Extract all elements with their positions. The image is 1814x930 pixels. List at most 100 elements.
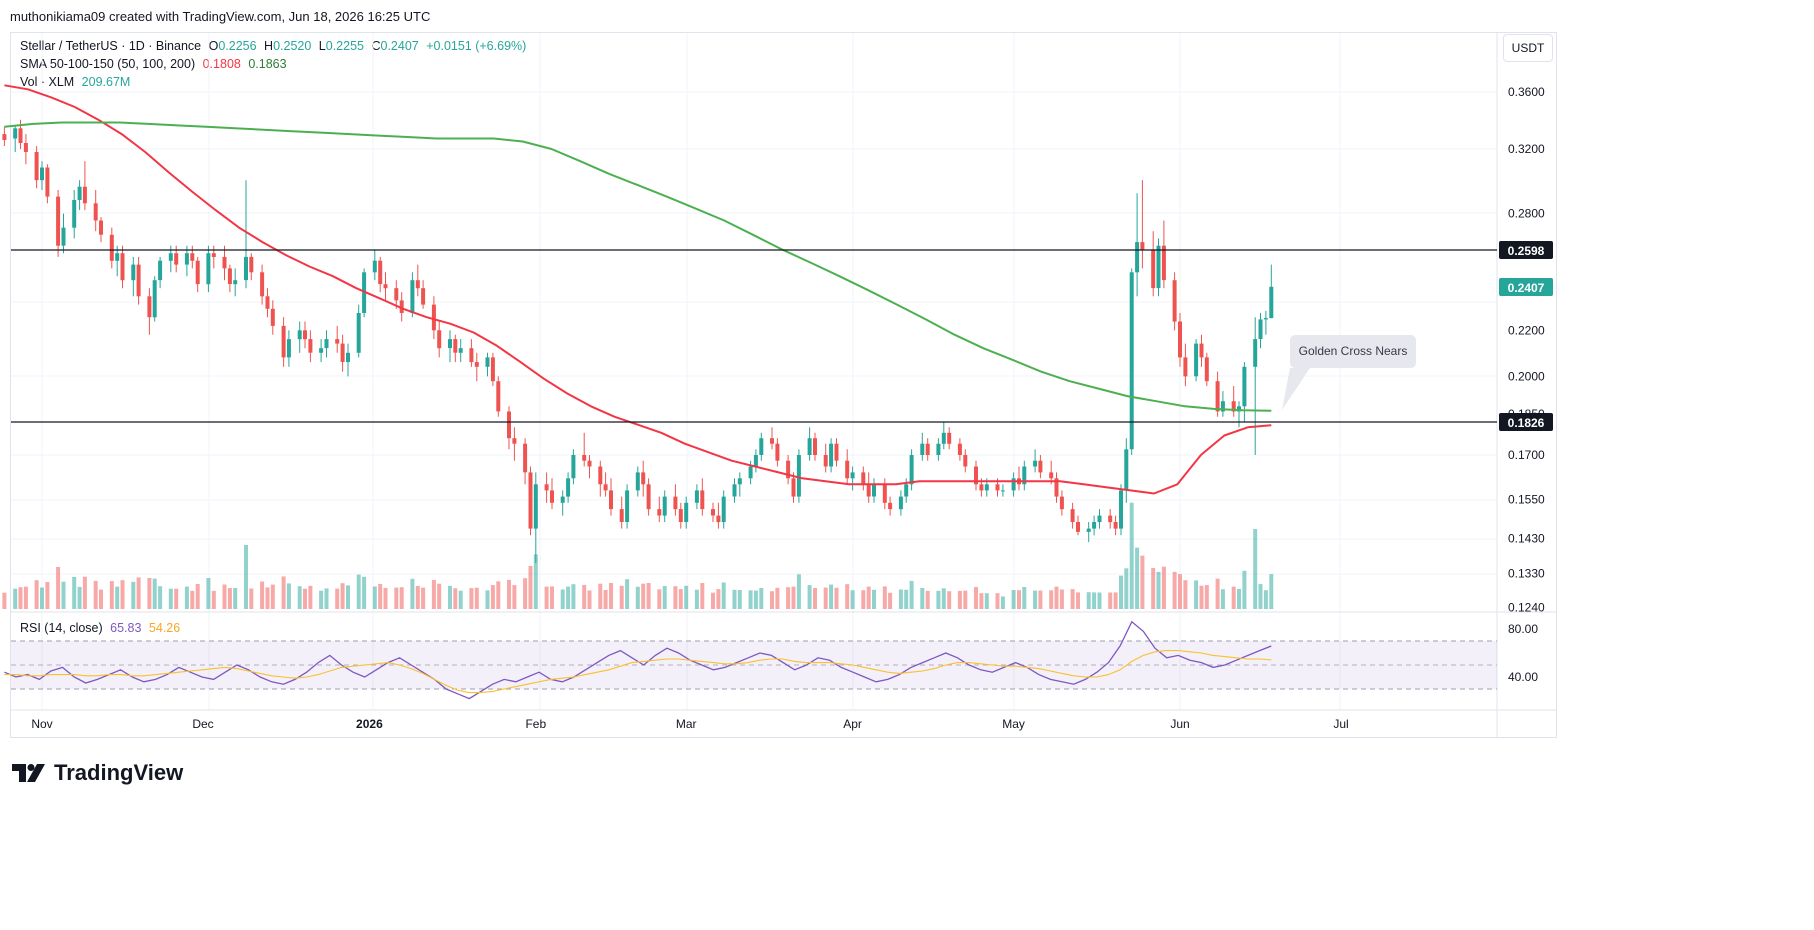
tradingview-logo[interactable]: TradingView (12, 760, 183, 786)
candle-body (1269, 286, 1274, 319)
volume-bar (211, 590, 216, 609)
volume-bar (635, 586, 640, 609)
volume-bar (1220, 589, 1225, 609)
candle-body (957, 443, 962, 455)
price-chart[interactable]: Golden Cross Nears 0.3600 0.3200 0.2800 0.2… (0, 0, 1568, 740)
volume-bar (99, 589, 103, 609)
volume-bar (227, 588, 232, 609)
golden-cross-callout[interactable]: Golden Cross Nears (1282, 335, 1416, 410)
candle-body (582, 455, 587, 461)
volume-bar (1140, 555, 1145, 609)
time-tick-label: Apr (843, 717, 862, 731)
volume-bar (823, 587, 828, 609)
candle-body (898, 496, 903, 510)
volume-bar (362, 576, 367, 609)
candle-body (99, 220, 103, 235)
candle-body (550, 490, 554, 503)
volume-bar (1172, 571, 1177, 609)
candle-body (458, 348, 463, 353)
candle-body (984, 484, 989, 491)
volume-bar (308, 585, 313, 609)
volume-bar (533, 554, 538, 609)
volume-legend: Vol · XLM 209.67M (20, 75, 134, 89)
candle-body (249, 256, 254, 273)
volume-bar (753, 590, 758, 609)
candle-body (496, 381, 501, 412)
volume-bar (609, 583, 613, 609)
candle-body (850, 472, 855, 479)
volume-bar (190, 590, 195, 609)
volume-bar (936, 590, 941, 609)
volume-bar (45, 582, 50, 609)
candle-body (1059, 496, 1064, 510)
volume-bar (866, 586, 871, 609)
volume-bar (587, 590, 592, 609)
price-tick-label: 0.2800 (1508, 207, 1545, 221)
price-axis[interactable]: 0.36000.32000.28000.22000.20000.18500.17… (1508, 85, 1545, 615)
candle-body (925, 443, 930, 455)
candle-body (195, 260, 200, 285)
high-value: 0.2520 (273, 39, 312, 53)
candle-body (77, 186, 82, 200)
volume-bar (507, 579, 511, 609)
candle-body (528, 472, 533, 529)
volume-bar (770, 591, 774, 609)
volume-bar (206, 578, 211, 609)
candle-body (281, 325, 286, 358)
volume-bar (861, 590, 866, 609)
candle-body (1108, 515, 1113, 523)
volume-bar (1253, 529, 1258, 609)
tradingview-logo-icon (12, 764, 45, 782)
candle-body (1242, 366, 1247, 407)
candle-body (941, 432, 946, 444)
volume-bar (1022, 587, 1027, 609)
volume-bar (410, 578, 415, 609)
price-tick-label: 0.1550 (1508, 493, 1545, 507)
volume-bar (1119, 575, 1123, 609)
candle-body (93, 203, 98, 221)
volume-bar (941, 588, 946, 609)
volume-bar (582, 584, 587, 609)
volume-bar (1269, 574, 1274, 609)
volume-bar (1263, 590, 1268, 609)
volume-bar (1204, 585, 1209, 609)
volume-bar (1070, 589, 1075, 609)
candle-body (947, 432, 952, 444)
time-tick-label: Dec (192, 717, 213, 731)
price-legend: Stellar / TetherUS · 1D · Binance O0.225… (20, 39, 530, 53)
candle-body (356, 313, 361, 353)
candle-body (560, 496, 565, 503)
volume-bar (356, 574, 361, 609)
volume-bar (1151, 568, 1156, 609)
candle-body (2, 134, 7, 140)
header-caption: muthonikiama09 created with TradingView.… (10, 9, 431, 24)
time-axis[interactable]: Nov Dec 2026 Feb Mar Apr May Jun Jul (31, 717, 1348, 731)
candle-body (694, 490, 699, 503)
volume-bar (598, 583, 603, 609)
volume-bar (979, 593, 984, 609)
candle-body (158, 260, 163, 281)
volume-bar (244, 545, 248, 609)
volume-bar (1124, 568, 1129, 609)
volume-bar (394, 587, 399, 609)
volume-bar (346, 585, 350, 609)
candle-body (533, 484, 538, 529)
candle-body (904, 484, 909, 497)
close-value: 0.2407 (380, 39, 419, 53)
candle-body (1178, 321, 1182, 358)
candle-body (625, 490, 630, 522)
currency-button[interactable]: USDT (1503, 34, 1553, 62)
candle-body (882, 484, 887, 503)
volume-bar (748, 590, 753, 609)
volume-bar (872, 589, 876, 609)
volume-bar (882, 586, 887, 609)
candle-body (34, 152, 39, 181)
candle-body (399, 300, 404, 313)
volume-bar (850, 590, 855, 609)
candle-body (571, 455, 576, 479)
volume-bar (1183, 580, 1188, 609)
volume-bar (834, 587, 839, 609)
volume-bar (249, 588, 254, 609)
candle-body (485, 357, 490, 367)
volume-bar (1092, 592, 1097, 609)
